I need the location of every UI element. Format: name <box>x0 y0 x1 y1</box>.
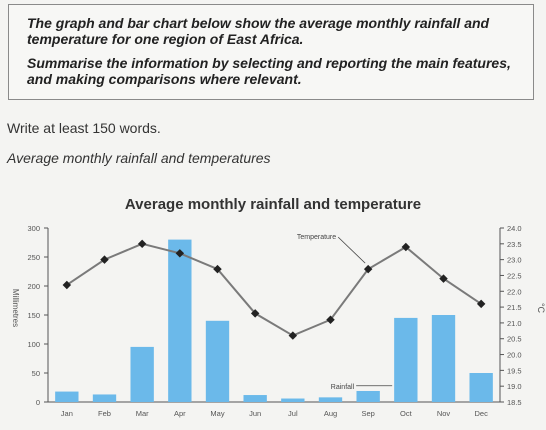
rainfall-temperature-chart: Average monthly rainfall and temperature… <box>11 196 546 418</box>
x-tick-label: Jul <box>288 409 298 418</box>
temperature-point <box>288 331 298 340</box>
rainfall-bar <box>469 373 493 402</box>
temperature-point <box>439 274 448 283</box>
y-axis-label: Millimetres <box>11 289 20 327</box>
rainfall-bar <box>92 394 117 402</box>
right-tick-label: 19.5 <box>507 366 522 375</box>
rainfall-bar <box>431 315 456 402</box>
right-tick-label: 24.0 <box>507 224 522 233</box>
temperature-point <box>175 249 185 258</box>
x-tick-label: Aug <box>324 409 337 418</box>
left-tick-label: 250 <box>27 253 40 262</box>
left-tick-label: 300 <box>27 224 40 233</box>
temperature-point <box>363 264 373 274</box>
x-tick-label: Apr <box>174 409 186 418</box>
temperature-line <box>66 242 482 337</box>
rainfall-annotation: Rainfall <box>331 384 355 391</box>
x-tick-label: Jan <box>61 409 73 418</box>
word-count-instruction: Write at least 150 words. <box>7 120 161 136</box>
right-tick-label: 20.5 <box>507 335 522 344</box>
x-tick-label: Nov <box>437 409 451 418</box>
left-tick-label: 50 <box>32 369 40 378</box>
figure-caption: Average monthly rainfall and temperature… <box>7 150 271 166</box>
rainfall-bar <box>168 239 192 402</box>
right-tick-label: 22.0 <box>507 287 522 296</box>
left-tick-label: 100 <box>27 340 40 349</box>
rainfall-bar <box>356 390 380 402</box>
left-tick-label: 0 <box>36 398 40 407</box>
rainfall-bar <box>394 317 418 402</box>
task-prompt-2: Summarise the information by selecting a… <box>27 55 511 87</box>
left-tick-label: 200 <box>27 282 40 291</box>
y-axis-right-label: °C <box>536 303 546 314</box>
right-tick-label: 23.0 <box>507 256 522 265</box>
temperature-point <box>476 299 486 309</box>
task-box: The graph and bar chart below show the a… <box>8 4 534 100</box>
right-tick-label: 18.5 <box>507 398 522 407</box>
temperature-point <box>250 309 260 318</box>
temperature-annotation: Temperature <box>297 234 336 241</box>
temperature-point <box>326 315 335 324</box>
right-tick-label: 21.5 <box>507 303 522 312</box>
right-tick-label: 19.0 <box>507 382 522 391</box>
x-tick-label: Oct <box>400 409 413 418</box>
temperature-point <box>401 242 411 252</box>
rainfall-bar <box>205 320 230 402</box>
right-tick-label: 22.5 <box>507 271 522 280</box>
x-tick-label: Mar <box>136 409 149 418</box>
x-tick-label: Dec <box>474 409 488 418</box>
temperature-point <box>213 264 222 274</box>
temperature-point <box>137 239 147 249</box>
x-tick-label: Jun <box>249 409 261 418</box>
chart-title: Average monthly rainfall and temperature <box>125 196 421 213</box>
task-prompt-1: The graph and bar chart below show the a… <box>27 15 490 47</box>
rainfall-bar <box>55 391 79 402</box>
temperature-annotation-leader <box>337 236 366 264</box>
rainfall-bar <box>281 398 305 402</box>
x-tick-label: Feb <box>98 409 111 418</box>
rainfall-bar <box>318 397 343 402</box>
rainfall-bar <box>130 346 154 402</box>
right-tick-label: 23.5 <box>507 240 522 249</box>
right-tick-label: 21.0 <box>507 319 522 328</box>
x-tick-label: Sep <box>361 409 374 418</box>
left-tick-label: 150 <box>27 311 40 320</box>
right-tick-label: 20.0 <box>507 351 522 360</box>
x-tick-label: May <box>210 409 224 418</box>
rainfall-bar <box>243 395 267 402</box>
